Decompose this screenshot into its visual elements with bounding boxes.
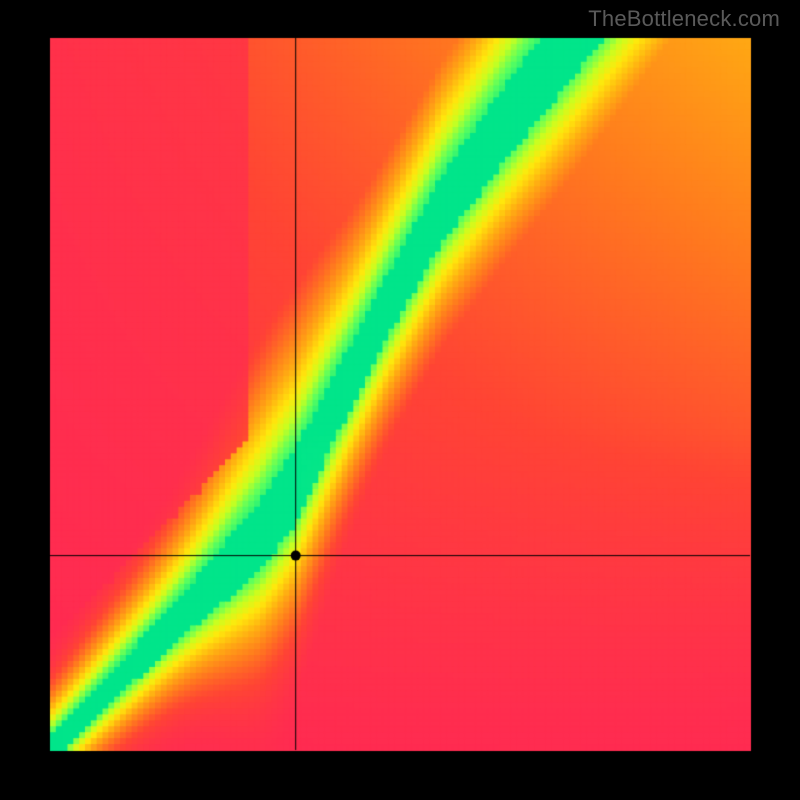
bottleneck-heatmap [0, 0, 800, 800]
chart-container: TheBottleneck.com [0, 0, 800, 800]
watermark-text: TheBottleneck.com [588, 6, 780, 32]
